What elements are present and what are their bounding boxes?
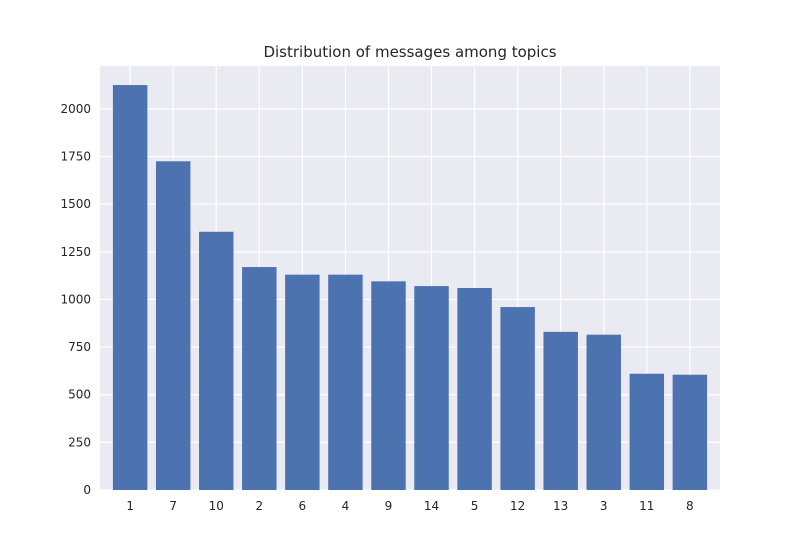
y-tick-label: 0 — [83, 483, 91, 497]
y-tick-label: 500 — [68, 388, 91, 402]
y-tick-label: 1750 — [60, 150, 91, 164]
bar-topic-13 — [543, 331, 578, 490]
y-tick-labels: 0 250 500 750 1000 1250 1500 1750 2000 — [60, 102, 91, 497]
bar-topic-5 — [457, 288, 492, 490]
x-tick-labels: 1 7 10 2 6 4 9 14 5 12 13 3 11 8 — [126, 499, 693, 513]
x-tick-label: 3 — [600, 499, 608, 513]
bar-topic-6 — [285, 274, 320, 490]
y-tick-label: 1500 — [60, 197, 91, 211]
bar-topic-4 — [328, 274, 363, 490]
bars — [112, 85, 708, 491]
bar-topic-14 — [414, 286, 449, 490]
bar-topic-9 — [371, 281, 406, 490]
bar-topic-8 — [672, 374, 708, 490]
bar-topic-10 — [199, 231, 234, 490]
chart-title: Distribution of messages among topics — [263, 43, 556, 61]
bar-topic-3 — [586, 334, 621, 490]
x-tick-label: 9 — [385, 499, 393, 513]
y-tick-label: 1000 — [60, 292, 91, 306]
x-tick-label: 5 — [471, 499, 479, 513]
x-tick-label: 13 — [553, 499, 568, 513]
x-tick-label: 2 — [255, 499, 263, 513]
y-tick-label: 750 — [68, 340, 91, 354]
x-tick-label: 11 — [639, 499, 654, 513]
bar-topic-1 — [112, 85, 148, 490]
y-tick-label: 250 — [68, 435, 91, 449]
x-tick-label: 8 — [686, 499, 694, 513]
x-tick-label: 1 — [126, 499, 134, 513]
bar-topic-11 — [629, 373, 665, 490]
y-tick-label: 1250 — [60, 245, 91, 259]
y-tick-label: 2000 — [60, 102, 91, 116]
bar-topic-12 — [500, 307, 535, 490]
bar-topic-2 — [242, 267, 277, 490]
x-tick-label: 10 — [209, 499, 224, 513]
x-tick-label: 14 — [424, 499, 439, 513]
x-tick-label: 12 — [510, 499, 525, 513]
x-tick-label: 6 — [299, 499, 307, 513]
plot-background — [100, 66, 720, 490]
x-tick-label: 4 — [342, 499, 350, 513]
bar-topic-7 — [155, 161, 191, 491]
x-tick-label: 7 — [169, 499, 177, 513]
